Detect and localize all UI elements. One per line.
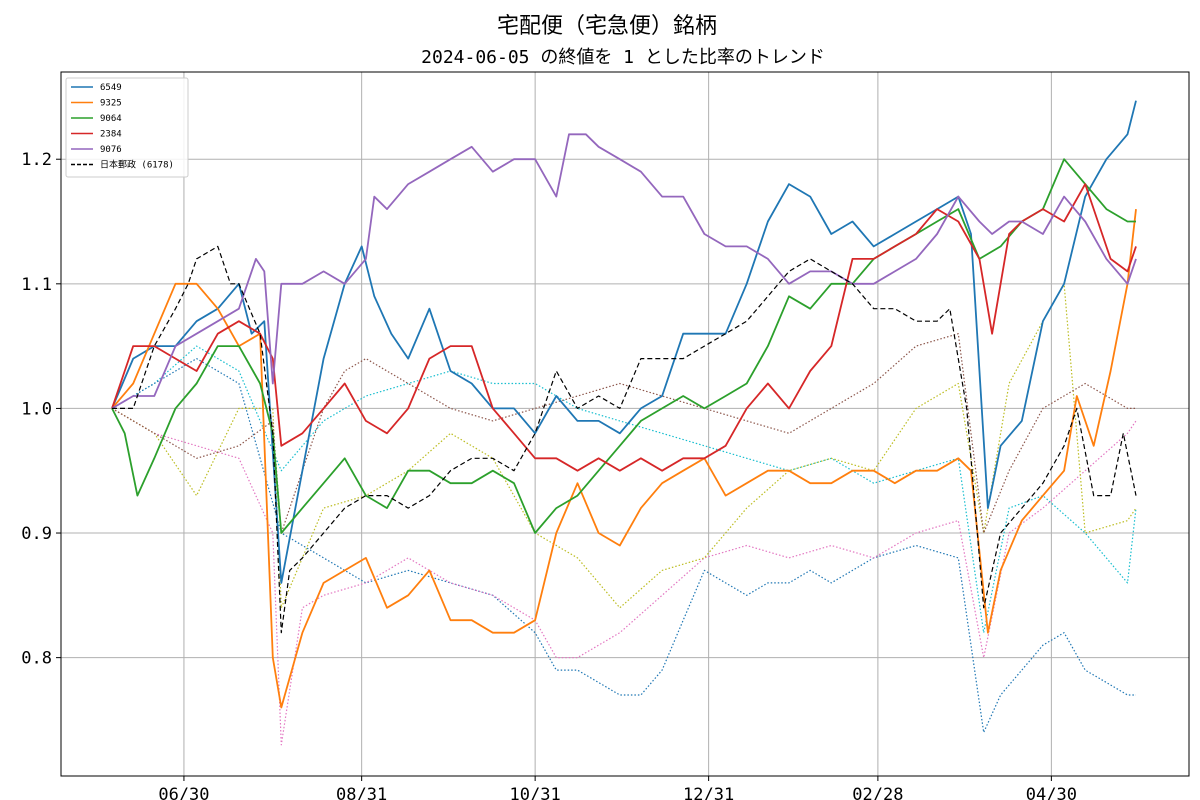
legend-label: 9076 xyxy=(100,145,122,155)
plot-frame xyxy=(60,71,1190,777)
series-line-6549 xyxy=(111,100,1137,584)
series-line-6178 xyxy=(112,245,1137,634)
series-line-unlabeled-8 xyxy=(111,407,1137,746)
y-tick-label: 1.2 xyxy=(21,150,52,170)
series-line-unlabeled-9 xyxy=(111,283,1137,609)
y-tick-label: 0.8 xyxy=(21,649,52,669)
legend-box xyxy=(65,77,189,178)
y-tick-label: 1.0 xyxy=(21,399,52,419)
y-tick-label: 1.1 xyxy=(21,275,52,295)
plot-area xyxy=(111,100,1137,746)
legend-label: 9064 xyxy=(100,114,122,124)
series-line-unlabeled-7 xyxy=(111,358,1136,733)
legend-label: 2384 xyxy=(100,130,122,140)
x-tick-label: 02/28 xyxy=(852,785,903,800)
chart-title: 宅配便（宅急便）銘柄 xyxy=(497,14,717,39)
axes: 06/30 08/31 10/31 12/31 02/28 04/30 0.8 0.9 1.0 1… xyxy=(21,150,1077,800)
x-tick-label: 06/30 xyxy=(158,785,209,800)
x-tick-label: 08/31 xyxy=(336,785,387,800)
legend: 6549 9325 9064 2384 9076 日本郵政 (6178) xyxy=(65,77,189,178)
legend-label: 6549 xyxy=(100,83,122,93)
series-line-9325 xyxy=(111,208,1137,709)
x-tick-label: 12/31 xyxy=(683,785,734,800)
x-tick-label: 10/31 xyxy=(510,785,561,800)
chart-subtitle: 2024-06-05 の終値を 1 とした比率のトレンド xyxy=(421,47,825,68)
legend-label: 日本郵政 (6178) xyxy=(100,159,174,171)
series-line-2384 xyxy=(111,183,1137,472)
series-line-9076 xyxy=(111,133,1137,410)
y-tick-label: 0.9 xyxy=(21,524,52,544)
legend-label: 9325 xyxy=(100,99,122,109)
series-line-unlabeled-6 xyxy=(111,345,1137,634)
x-tick-label: 04/30 xyxy=(1026,785,1077,800)
series-line-9064 xyxy=(111,158,1136,534)
